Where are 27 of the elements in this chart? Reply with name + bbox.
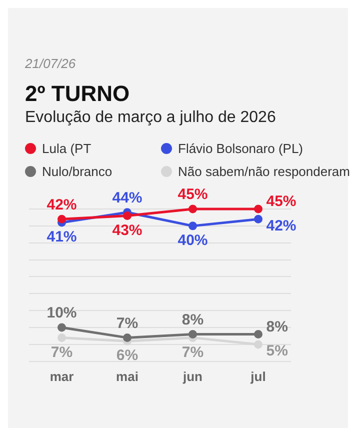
- chart-subtitle: Evolução de março a julho de 2026: [25, 109, 277, 127]
- data-label: 7%: [116, 314, 138, 332]
- data-label: 8%: [266, 318, 288, 336]
- data-label: 42%: [266, 217, 296, 234]
- legend-label: Não sabem/não responderam: [178, 164, 350, 179]
- x-tick-label: mai: [116, 368, 138, 384]
- data-label: 7%: [50, 344, 73, 361]
- legend-label: Flávio Bolsonaro (PL): [178, 141, 303, 156]
- text: 21/07/26: [25, 56, 77, 71]
- chart-title: 2º TURNO: [25, 81, 131, 107]
- data-label: 42%: [46, 196, 77, 214]
- x-tick-label: jul: [250, 368, 266, 384]
- data-label: 10%: [46, 304, 77, 322]
- data-label: 8%: [182, 311, 204, 328]
- data-label: 44%: [112, 190, 142, 207]
- x-tick-label: jun: [182, 368, 203, 384]
- data-label: 43%: [112, 222, 142, 239]
- data-label: 45%: [178, 186, 208, 204]
- data-label: 41%: [46, 228, 77, 246]
- data-label: 5%: [266, 342, 288, 360]
- data-label: 7%: [182, 344, 204, 361]
- x-tick-label: mar: [50, 368, 74, 384]
- legend-label: Lula (PT: [42, 141, 92, 156]
- legend-label: Nulo/branco: [42, 164, 112, 179]
- data-label: 6%: [116, 347, 138, 364]
- data-label: 45%: [266, 193, 296, 210]
- data-label: 40%: [178, 232, 208, 250]
